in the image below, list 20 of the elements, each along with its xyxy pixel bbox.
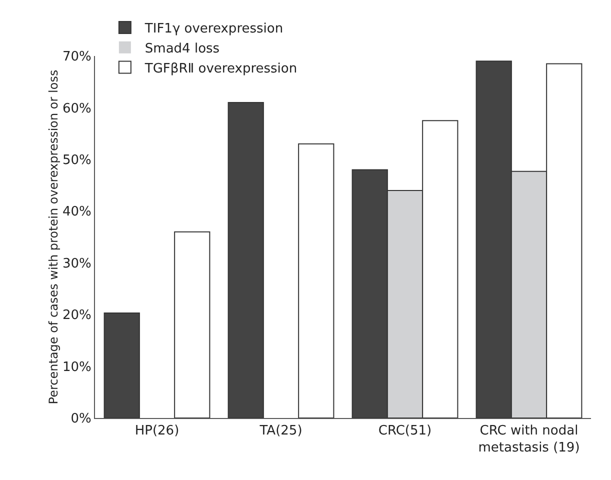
y-tick-label: 60% <box>62 101 92 116</box>
y-tick-label: 10% <box>62 360 92 375</box>
bar <box>174 231 210 418</box>
legend-label: TIF1γ overexpression <box>144 22 284 37</box>
x-tick-label: CRC with nodal metastasis (19) <box>478 424 580 456</box>
y-tick-label: 30% <box>62 256 92 272</box>
y-tick-label: 20% <box>62 308 92 324</box>
y-tick-label: 0% <box>70 412 92 427</box>
bar <box>228 102 264 418</box>
bar <box>298 143 334 418</box>
y-tick-label: 40% <box>62 204 92 220</box>
x-tick-label: TA(25) <box>258 424 302 439</box>
y-tick-label: 50% <box>62 152 92 168</box>
x-tick-label: CRC(51) <box>378 424 432 439</box>
legend-label: Smad4 loss <box>144 41 220 56</box>
legend-label: TGFβRⅡ overexpression <box>144 61 298 76</box>
y-tick-label: 70% <box>62 50 92 65</box>
y-axis-title: Percentage of cases with protein overexpression or loss <box>46 70 60 404</box>
x-tick-label: HP(26) <box>134 424 180 439</box>
bar <box>104 312 140 418</box>
